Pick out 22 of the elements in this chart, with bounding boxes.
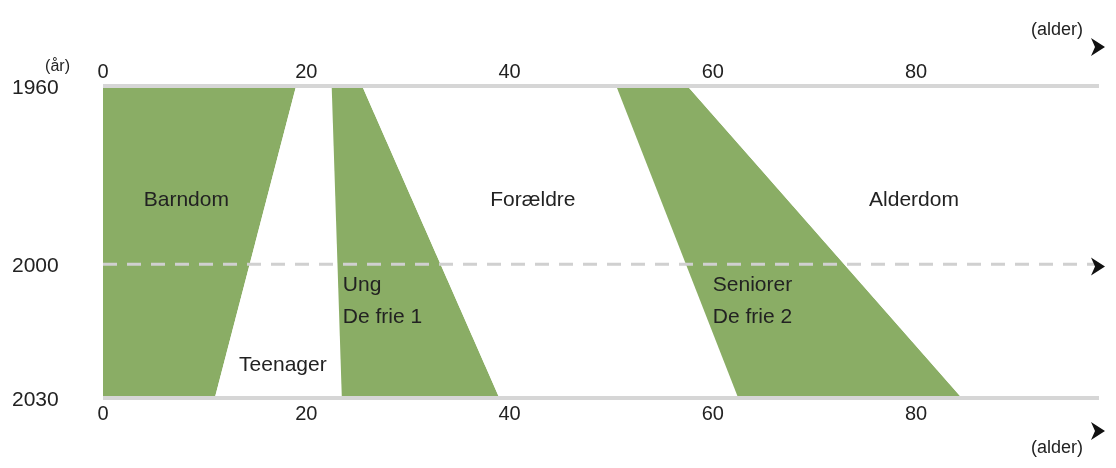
series-label: Alderdom bbox=[869, 187, 959, 211]
x2-tick-label: 0 bbox=[97, 402, 109, 425]
series-label: Ung De frie 1 bbox=[342, 272, 423, 328]
y-axis-title: (år) bbox=[45, 57, 70, 74]
series-label: Teenager bbox=[239, 352, 327, 376]
series-label: Forældre bbox=[490, 187, 576, 211]
x2-tick-label: 20 bbox=[295, 402, 318, 425]
y-tick-label: 1960 bbox=[12, 75, 59, 98]
series-label: Seniorer De frie 2 bbox=[712, 272, 793, 328]
x2-tick-label: 60 bbox=[701, 402, 724, 425]
x-tick-label: 60 bbox=[701, 60, 724, 82]
y-tick-label: 2000 bbox=[12, 253, 59, 277]
x-axis-title: (alder) bbox=[1030, 437, 1083, 457]
x-tick-label: 0 bbox=[97, 60, 109, 82]
series-label: Barndom bbox=[143, 187, 229, 211]
x-tick-label: 80 bbox=[904, 60, 928, 82]
y-tick-label: 2030 bbox=[12, 387, 59, 410]
x-tick-label: 40 bbox=[498, 60, 521, 82]
x-tick-label: 20 bbox=[295, 60, 318, 82]
x2-tick-label: 40 bbox=[498, 402, 521, 425]
x2-tick-label: 80 bbox=[904, 402, 928, 425]
x2-axis-title: (alder) bbox=[1030, 19, 1083, 39]
